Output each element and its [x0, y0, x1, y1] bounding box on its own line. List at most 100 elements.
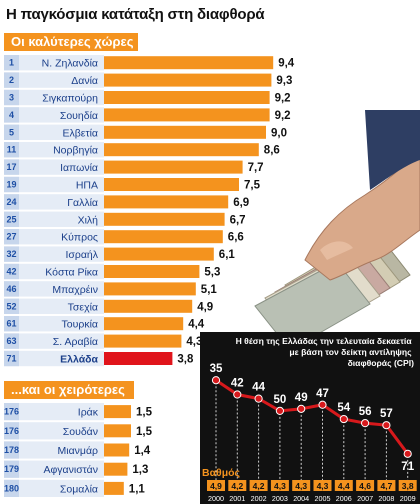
score-value: 4,9	[210, 481, 222, 491]
data-point	[211, 376, 221, 385]
row-background	[4, 159, 104, 175]
country-label: Σουηδία	[60, 110, 98, 122]
score-box	[270, 480, 289, 491]
rank-box	[4, 350, 19, 367]
rank-label: 63	[6, 336, 16, 346]
country-label: Τουρκία	[62, 319, 98, 331]
score-box	[249, 480, 268, 491]
row-background	[4, 124, 104, 140]
bar	[104, 299, 193, 313]
bar	[104, 212, 225, 226]
rank-label: 42	[6, 267, 16, 277]
rank-value-label: 56	[359, 406, 372, 418]
rank-label: 3	[9, 93, 14, 103]
row-background	[4, 460, 104, 478]
score-value: 4,3	[317, 481, 329, 491]
value-label: 4,3	[186, 336, 202, 348]
rank-label: 52	[6, 301, 16, 311]
value-label: 1,3	[132, 464, 148, 476]
value-label: 9,2	[275, 110, 291, 122]
score-box	[334, 480, 353, 491]
rank-box	[4, 124, 19, 140]
data-point	[382, 421, 391, 430]
score-value: 4,3	[274, 481, 286, 491]
country-label: Ν. Ζηλανδία	[42, 58, 98, 70]
score-value: 3,8	[402, 481, 414, 491]
value-label: 6,7	[230, 214, 246, 226]
year-label: 2005	[315, 494, 331, 503]
country-label: Σουδάν	[63, 426, 98, 438]
value-label: 1,4	[134, 445, 151, 457]
rank-box	[4, 316, 19, 332]
rank-box	[4, 422, 19, 440]
country-label: Τσεχία	[68, 301, 98, 313]
data-point	[361, 419, 370, 428]
country-label: ΗΠΑ	[76, 180, 98, 192]
rank-box	[4, 441, 19, 459]
row-background	[4, 316, 104, 332]
country-label: Ιράκ	[78, 407, 99, 419]
bar	[104, 481, 124, 495]
country-label: Μπαχρέιν	[52, 284, 98, 296]
rank-label: 17	[6, 162, 16, 172]
bar	[104, 265, 200, 278]
value-label: 6,1	[219, 249, 236, 261]
series-line	[215, 378, 409, 455]
greece-decade-line-chart: Η θέση της Ελλάδας την τελευταία δεκαετί…	[200, 332, 420, 504]
rank-box	[4, 176, 19, 193]
value-label: 4,9	[197, 301, 213, 313]
country-label: Ιαπωνία	[60, 162, 98, 174]
score-box	[228, 480, 247, 491]
data-point	[275, 406, 285, 415]
bar	[104, 405, 131, 419]
row-background	[4, 441, 104, 459]
row-background	[4, 229, 104, 245]
row-background	[4, 350, 104, 367]
year-label: 2001	[229, 494, 245, 503]
inset-title-line-3: διαφθοράς (CPI)	[348, 358, 415, 368]
rank-box	[4, 107, 19, 123]
bar	[104, 91, 270, 104]
score-box	[398, 480, 417, 491]
country-label: Σ. Αραβία	[53, 336, 98, 348]
rank-box	[4, 159, 19, 175]
country-label: Νορβηγία	[53, 145, 98, 157]
bar	[104, 352, 173, 365]
bar	[104, 108, 270, 122]
value-label: 9,2	[275, 93, 291, 105]
country-label: Γαλλία	[67, 197, 98, 209]
value-label: 7,5	[244, 180, 261, 192]
score-box	[207, 480, 225, 491]
row-background	[4, 72, 104, 88]
bar	[104, 56, 274, 70]
bar	[104, 230, 223, 244]
bar	[104, 334, 182, 348]
data-point	[318, 400, 327, 409]
year-label: 2006	[336, 494, 352, 503]
score-value: 4,4	[338, 481, 350, 491]
row-background	[4, 176, 104, 193]
row-background	[4, 142, 104, 158]
rank-value-label: 35	[210, 363, 223, 375]
rank-box	[4, 89, 19, 106]
row-background	[4, 298, 104, 314]
value-label: 9,3	[276, 75, 292, 87]
rank-value-label: 50	[274, 394, 287, 406]
rank-label: 46	[6, 284, 16, 294]
worst-countries-heading: ...και οι χειρότερες	[4, 381, 134, 399]
data-point	[297, 404, 306, 413]
row-background	[4, 281, 104, 297]
page-title: Η παγκόσμια κατάταξη στη διαφθορά	[6, 6, 265, 23]
rank-value-label: 42	[231, 378, 244, 390]
rank-value-label: 54	[337, 402, 350, 414]
bar	[104, 125, 266, 139]
rank-value-label: 57	[380, 408, 393, 420]
rank-box	[4, 333, 19, 349]
row-background	[4, 422, 104, 440]
rank-label: 179	[4, 464, 19, 474]
row-background	[4, 107, 104, 123]
rank-label: 176	[4, 426, 19, 436]
value-label: 9,0	[271, 127, 287, 139]
row-background	[4, 89, 104, 106]
bar	[104, 73, 272, 87]
